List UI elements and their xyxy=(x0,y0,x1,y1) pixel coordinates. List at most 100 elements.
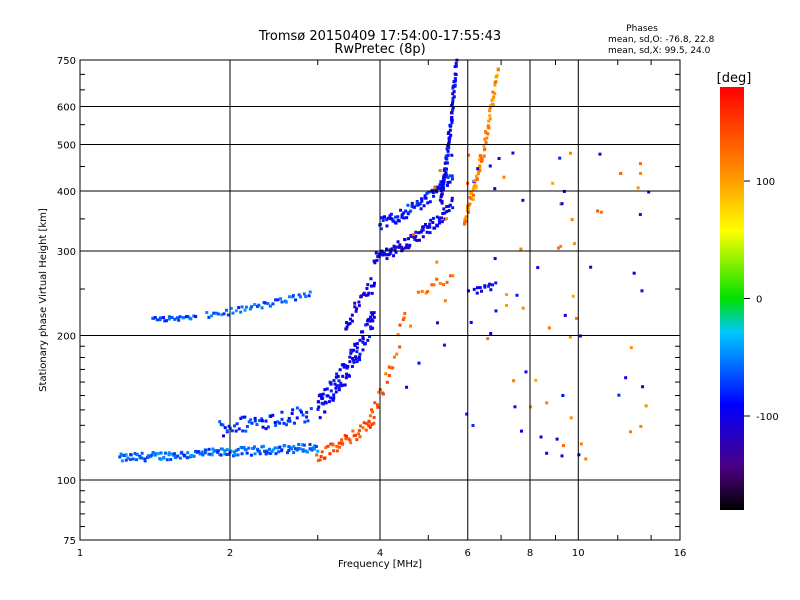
data-point xyxy=(494,309,498,313)
data-point xyxy=(638,162,642,166)
data-point xyxy=(357,300,361,304)
data-point xyxy=(227,452,231,456)
data-point xyxy=(349,351,353,355)
data-point xyxy=(287,416,291,420)
data-point xyxy=(555,437,559,441)
data-point xyxy=(304,449,308,453)
data-point xyxy=(210,453,214,457)
data-point xyxy=(572,242,576,246)
plot-frame xyxy=(79,59,681,541)
data-point xyxy=(335,449,339,453)
data-point xyxy=(448,174,452,178)
data-point xyxy=(248,307,252,311)
y-axis-label: Stationary phase Virtual Height [km] xyxy=(38,208,49,392)
data-point xyxy=(409,324,413,328)
data-point xyxy=(379,227,383,231)
y-tick-label: 400 xyxy=(57,187,76,198)
data-point xyxy=(240,415,244,419)
data-point xyxy=(351,429,355,433)
data-point xyxy=(471,193,475,197)
data-point xyxy=(505,293,509,297)
data-point xyxy=(283,443,287,447)
data-point xyxy=(425,230,429,234)
data-point xyxy=(345,321,349,325)
data-point xyxy=(489,331,493,335)
data-point xyxy=(438,169,442,173)
data-point xyxy=(239,445,243,449)
data-point xyxy=(392,254,396,258)
data-point xyxy=(164,319,168,323)
data-point xyxy=(301,448,305,452)
data-point xyxy=(258,452,262,456)
data-point xyxy=(471,187,475,191)
data-point xyxy=(451,84,455,88)
data-point xyxy=(131,457,135,461)
data-point xyxy=(488,114,492,118)
data-point xyxy=(465,412,469,416)
data-point xyxy=(436,187,440,191)
data-point xyxy=(170,452,174,456)
data-point xyxy=(366,293,370,297)
data-point xyxy=(305,410,309,414)
data-point xyxy=(302,292,306,296)
data-point xyxy=(364,323,368,327)
data-point xyxy=(185,456,189,460)
data-point xyxy=(617,393,621,397)
data-point xyxy=(240,305,244,309)
data-point xyxy=(274,298,278,302)
data-point xyxy=(446,176,450,180)
data-point xyxy=(162,316,166,320)
data-point xyxy=(381,392,385,396)
data-point xyxy=(491,97,495,101)
data-point xyxy=(559,244,563,248)
data-point xyxy=(443,217,447,221)
data-point xyxy=(192,454,196,458)
data-point xyxy=(230,429,234,433)
data-point xyxy=(353,301,357,305)
data-point xyxy=(152,316,156,320)
data-point xyxy=(318,458,322,462)
data-point xyxy=(225,448,229,452)
data-point xyxy=(323,388,327,392)
data-point xyxy=(407,246,411,250)
data-point xyxy=(331,443,335,447)
data-point xyxy=(334,386,338,390)
data-point xyxy=(450,104,454,108)
data-point xyxy=(320,450,324,454)
data-point xyxy=(264,452,268,456)
data-point xyxy=(463,222,467,226)
data-point xyxy=(430,188,434,192)
data-point xyxy=(241,429,245,433)
data-point xyxy=(355,438,359,442)
data-point xyxy=(431,221,435,225)
data-point xyxy=(391,366,395,370)
data-point xyxy=(368,335,372,339)
data-point xyxy=(345,434,349,438)
data-point xyxy=(269,415,273,419)
data-point xyxy=(493,257,497,261)
data-point xyxy=(439,216,443,220)
data-point xyxy=(420,197,424,201)
data-point xyxy=(352,348,356,352)
data-point xyxy=(556,246,560,250)
data-point xyxy=(435,215,439,219)
data-point xyxy=(361,340,365,344)
data-point xyxy=(313,444,317,448)
data-point xyxy=(319,455,323,459)
data-point xyxy=(344,437,348,441)
data-point xyxy=(128,458,132,462)
data-point xyxy=(438,183,442,187)
data-point xyxy=(430,283,434,287)
data-point xyxy=(451,274,455,278)
data-point xyxy=(372,281,376,285)
data-point xyxy=(393,248,397,252)
data-point xyxy=(366,338,370,342)
data-point xyxy=(372,259,376,263)
data-point xyxy=(178,456,182,460)
data-point xyxy=(200,450,204,454)
data-point xyxy=(337,445,341,449)
data-point xyxy=(345,325,349,329)
data-point xyxy=(298,447,302,451)
data-point xyxy=(358,352,362,356)
data-point xyxy=(438,221,442,225)
